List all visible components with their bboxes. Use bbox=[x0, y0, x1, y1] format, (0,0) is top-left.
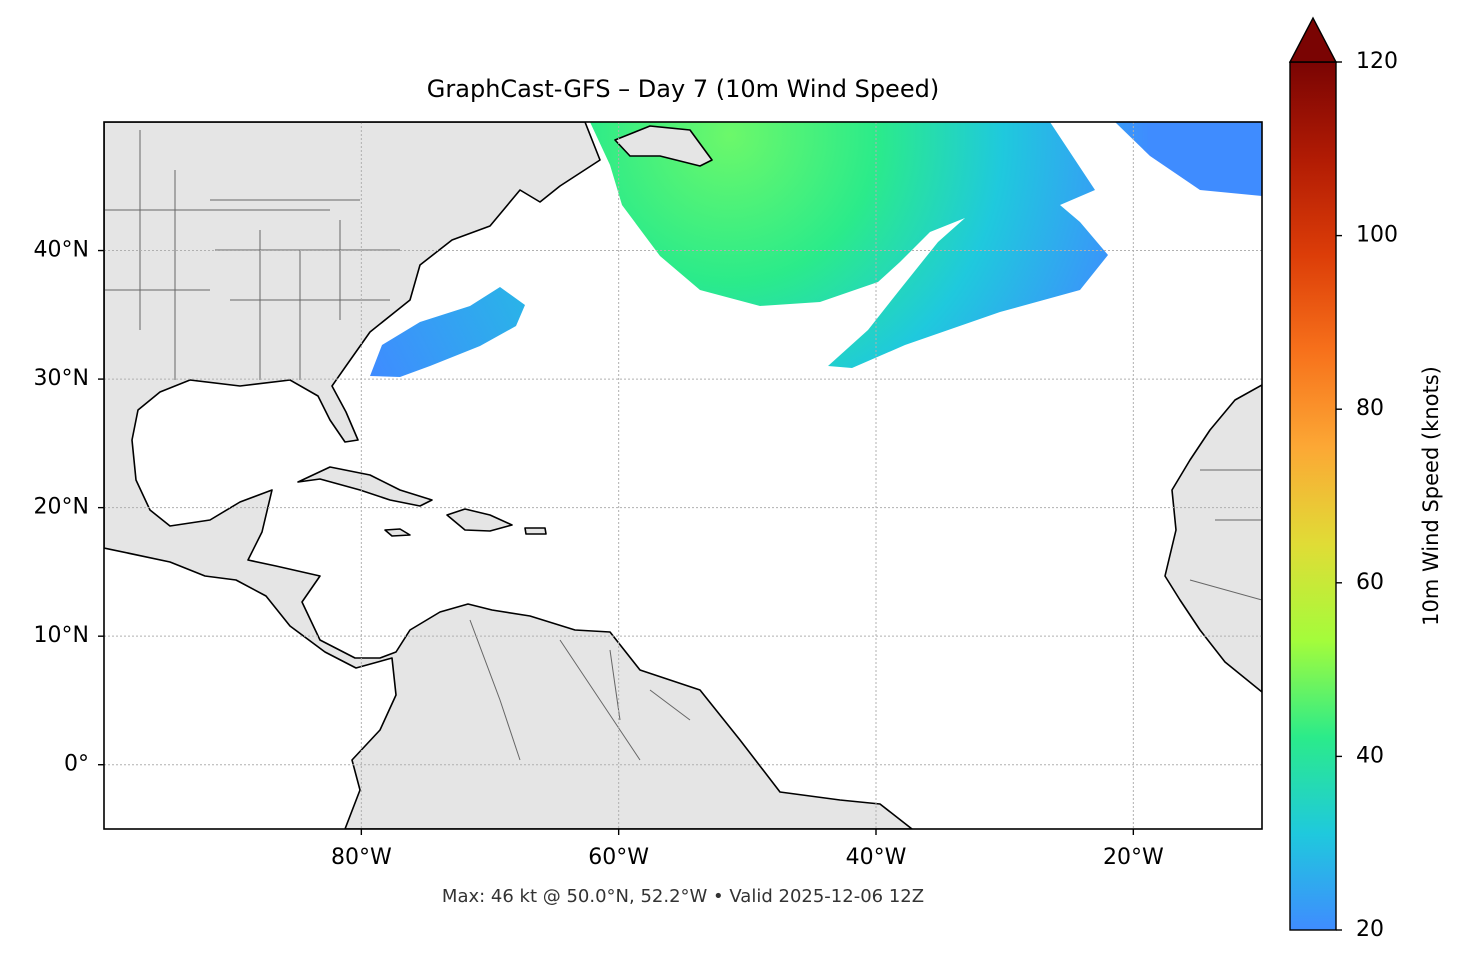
map-title: GraphCast-GFS – Day 7 (10m Wind Speed) bbox=[427, 75, 939, 103]
x-tick-label: 20°W bbox=[1103, 845, 1164, 870]
y-tick-label: 30°N bbox=[34, 366, 89, 391]
map-area bbox=[104, 122, 1262, 829]
island-hispaniola bbox=[446, 508, 513, 532]
y-tick-label: 0° bbox=[64, 752, 89, 777]
wind-swath bbox=[1115, 122, 1262, 196]
island-puerto-rico bbox=[524, 527, 547, 535]
colorbar-tick-label: 120 bbox=[1356, 49, 1398, 74]
colorbar-tick-label: 100 bbox=[1356, 223, 1398, 248]
state-borders bbox=[104, 130, 400, 380]
y-tick-label: 20°N bbox=[34, 495, 89, 520]
colorbar-scale bbox=[1289, 61, 1337, 931]
grid bbox=[98, 122, 1262, 835]
footnote: Max: 46 kt @ 50.0°N, 52.2°W • Valid 2025… bbox=[442, 886, 924, 907]
map-frame bbox=[103, 121, 1263, 830]
x-tick-label: 60°W bbox=[588, 845, 649, 870]
wind-swath bbox=[590, 122, 1108, 368]
colorbar-label: 10m Wind Speed (knots) bbox=[1419, 366, 1443, 626]
island-cuba bbox=[297, 466, 433, 507]
colorbar-tick-label: 40 bbox=[1356, 743, 1384, 768]
x-tick-label: 80°W bbox=[331, 845, 392, 870]
land-americas bbox=[104, 122, 913, 829]
y-tick-label: 10°N bbox=[34, 623, 89, 648]
y-tick-label: 40°N bbox=[34, 238, 89, 263]
colorbar-extend bbox=[1288, 16, 1338, 63]
x-tick-label: 40°W bbox=[846, 845, 907, 870]
colorbar-tick-label: 80 bbox=[1356, 396, 1384, 421]
colorbar-tick-label: 20 bbox=[1356, 917, 1384, 942]
island-newfoundland bbox=[614, 125, 713, 167]
colorbar-tick-label: 60 bbox=[1356, 570, 1384, 595]
wind-swath bbox=[370, 287, 525, 377]
land-africa bbox=[1164, 384, 1262, 693]
country-borders bbox=[469, 469, 1262, 761]
colorbar: 20 40 60 80 100 120 bbox=[1288, 16, 1398, 942]
island-jamaica bbox=[384, 528, 411, 537]
